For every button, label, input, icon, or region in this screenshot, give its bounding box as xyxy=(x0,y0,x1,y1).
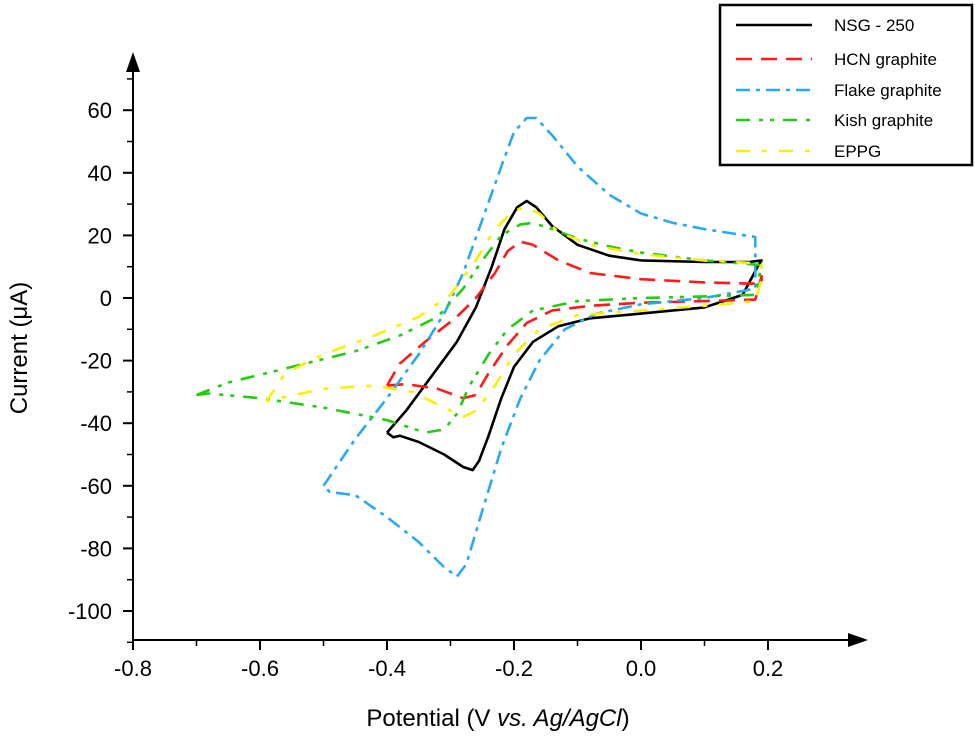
x-tick-label: -0.4 xyxy=(368,656,406,681)
y-tick-label: 20 xyxy=(88,223,112,248)
legend-label-nsg-250: NSG - 250 xyxy=(834,16,914,35)
series-line-nsg-250 xyxy=(386,199,763,472)
y-axis-title: Current (μA) xyxy=(6,282,33,415)
y-tick-label: 40 xyxy=(88,161,112,186)
series-line-flake-graphite xyxy=(322,116,757,578)
x-axis-arrow xyxy=(848,633,868,647)
x-tick-label: -0.8 xyxy=(114,656,152,681)
y-tick-label: -40 xyxy=(80,411,112,436)
x-tick-label: -0.2 xyxy=(495,656,533,681)
legend-label-kish-graphite: Kish graphite xyxy=(834,111,933,130)
y-tick-label: 60 xyxy=(88,98,112,123)
x-axis-title: Potential (V vs. Ag/AgCl) xyxy=(366,705,629,732)
axes xyxy=(126,52,868,647)
legend-label-hcn-graphite: HCN graphite xyxy=(834,50,937,69)
series-line-hcn-graphite xyxy=(385,240,763,400)
legend-label-flake-graphite: Flake graphite xyxy=(834,81,942,100)
legend-box xyxy=(718,3,974,167)
series-line-kish-graphite xyxy=(196,221,763,434)
y-tick-label: -60 xyxy=(80,474,112,499)
y-tick-label: 0 xyxy=(100,286,112,311)
series-line-eppg xyxy=(265,205,763,419)
y-axis-arrow xyxy=(126,52,140,72)
legend-label-eppg: EPPG xyxy=(834,142,881,161)
y-tick-label: -100 xyxy=(68,599,112,624)
x-tick-label: 0.2 xyxy=(753,656,784,681)
legend: NSG - 250 HCN graphite Flake graphite Kish … xyxy=(718,3,974,167)
x-tick-label: 0.0 xyxy=(626,656,657,681)
x-tick-label: -0.6 xyxy=(241,656,279,681)
y-tick-label: -20 xyxy=(80,349,112,374)
y-tick-label: -80 xyxy=(80,536,112,561)
